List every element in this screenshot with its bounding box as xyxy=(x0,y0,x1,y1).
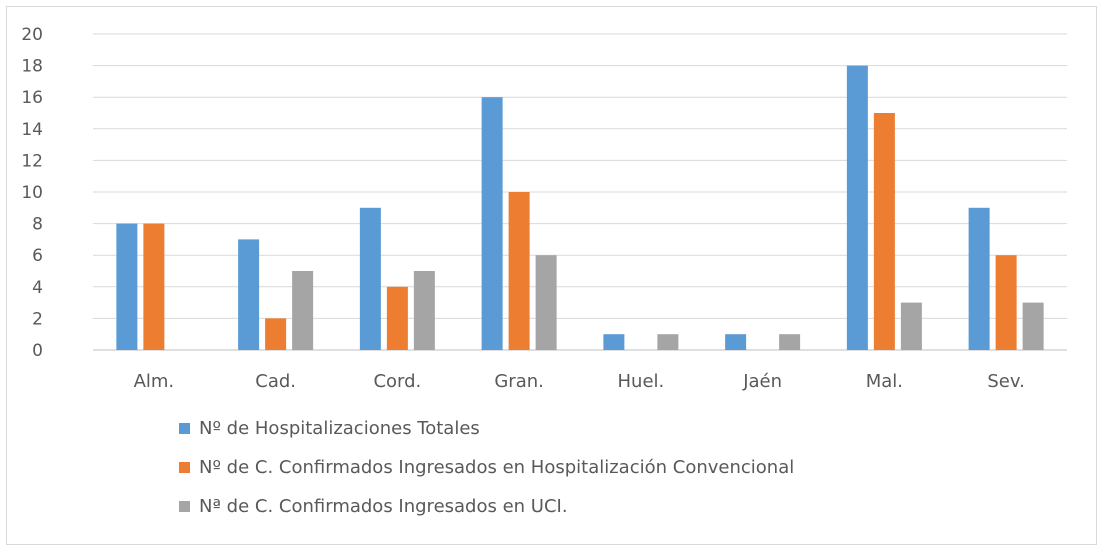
y-tick-label: 4 xyxy=(32,278,43,298)
y-tick-label: 10 xyxy=(21,183,43,203)
bar xyxy=(725,334,747,350)
legend-label: Nº de C. Confirmados Ingresados en Hospi… xyxy=(199,457,794,478)
bar xyxy=(508,192,530,350)
bar xyxy=(873,113,895,350)
bar xyxy=(386,286,408,350)
bar xyxy=(116,223,138,350)
x-axis-ticks: Alm. Cad. Cord. Gran. Huel. Jaén Mal. Sev. xyxy=(134,371,1025,392)
x-tick-label: Sev. xyxy=(987,371,1024,392)
bar xyxy=(535,255,557,350)
bar-chart: 0 2 4 6 8 10 12 14 16 18 20 Alm. Cad. Cord. Gran. Huel… xyxy=(21,25,1067,517)
bar xyxy=(846,65,868,350)
y-tick-label: 0 xyxy=(32,341,43,361)
x-tick-label: Jaén xyxy=(742,371,782,392)
x-tick-label: Huel. xyxy=(618,371,665,392)
bar xyxy=(657,334,679,350)
bar xyxy=(265,318,287,350)
x-tick-label: Mal. xyxy=(866,371,903,392)
bar xyxy=(900,302,922,350)
x-tick-label: Alm. xyxy=(134,371,175,392)
y-tick-label: 8 xyxy=(32,215,43,235)
legend-swatch xyxy=(179,501,190,512)
bar xyxy=(1022,302,1044,350)
bar xyxy=(603,334,625,350)
bar xyxy=(359,207,381,350)
bar xyxy=(413,271,435,350)
bars xyxy=(116,65,1044,350)
legend: Nº de Hospitalizaciones Totales Nº de C. … xyxy=(179,418,794,517)
x-tick-label: Gran. xyxy=(494,371,544,392)
x-tick-label: Cad. xyxy=(255,371,296,392)
x-tick-label: Cord. xyxy=(373,371,421,392)
chart-frame: 0 2 4 6 8 10 12 14 16 18 20 Alm. Cad. Cord. Gran. Huel… xyxy=(6,6,1097,545)
legend-swatch xyxy=(179,462,190,473)
legend-label: Nº de Hospitalizaciones Totales xyxy=(199,418,480,439)
y-tick-label: 20 xyxy=(21,25,43,45)
y-tick-label: 12 xyxy=(21,151,43,171)
bar xyxy=(143,223,165,350)
bar xyxy=(779,334,801,350)
bar xyxy=(995,255,1017,350)
bar xyxy=(238,239,260,350)
legend-swatch xyxy=(179,423,190,434)
y-tick-label: 18 xyxy=(21,57,43,77)
y-tick-label: 6 xyxy=(32,246,43,266)
y-tick-label: 16 xyxy=(21,88,43,108)
y-tick-label: 14 xyxy=(21,120,43,140)
bar xyxy=(968,207,990,350)
y-tick-label: 2 xyxy=(32,309,43,329)
legend-label: Nª de C. Confirmados Ingresados en UCI. xyxy=(199,496,568,517)
bar xyxy=(481,97,503,350)
bar xyxy=(292,271,314,350)
y-axis-ticks: 0 2 4 6 8 10 12 14 16 18 20 xyxy=(21,25,43,361)
